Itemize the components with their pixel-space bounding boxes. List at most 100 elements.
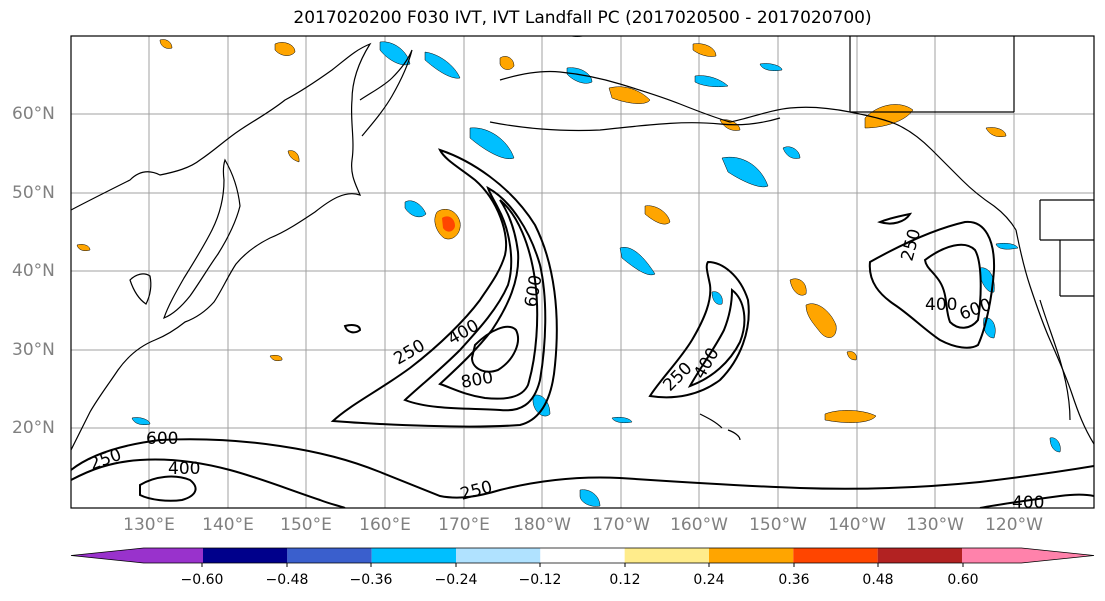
contour-400-east <box>923 243 982 329</box>
colorbar <box>70 547 1095 564</box>
coastlines <box>71 36 1094 451</box>
lon-label-160e: 160°E <box>359 515 411 535</box>
colorbar-tick-label: 0.60 <box>947 572 979 588</box>
patch-positive <box>499 56 515 70</box>
contour-label: 400 <box>168 459 200 479</box>
lat-label-20n: 20°N <box>12 418 55 438</box>
alaska-coast <box>499 70 1017 231</box>
colorbar-tick-label: 0.12 <box>609 572 641 588</box>
contour-closed-small <box>343 324 362 334</box>
patch-negative <box>469 127 515 160</box>
patch-positive <box>805 303 837 338</box>
patch-positive <box>864 104 914 129</box>
patch-negative <box>619 247 656 276</box>
contour-closed-small-2 <box>877 212 913 225</box>
contour-label: 400 <box>1012 493 1044 513</box>
patch-negative <box>721 156 769 188</box>
patch-negative <box>711 291 723 305</box>
lat-label-40n: 40°N <box>12 261 55 281</box>
patch-negative <box>424 51 461 79</box>
patch-positive <box>985 127 1007 137</box>
patch-negative <box>1049 437 1061 453</box>
patch-positive <box>846 351 857 361</box>
contour-label: 600 <box>146 429 178 449</box>
japan-coast <box>163 158 241 320</box>
lon-label-140w: 140°W <box>828 515 886 535</box>
colorbar-segment <box>624 548 709 563</box>
patch-negative <box>579 489 601 507</box>
pc-patches <box>76 36 1061 507</box>
contour-400-mid <box>687 287 746 388</box>
patch-positive <box>692 43 717 57</box>
patch-positive-core <box>442 216 455 232</box>
korea-coast <box>129 273 152 305</box>
map-background <box>71 36 1094 508</box>
patch-negative <box>566 67 593 84</box>
colorbar-segment <box>877 548 962 563</box>
colorbar-outline <box>70 547 1095 564</box>
patch-positive <box>269 354 283 362</box>
colorbar-tick-label: −0.12 <box>518 572 562 588</box>
lat-label-60n: 60°N <box>12 104 55 124</box>
colorbar-segment <box>71 548 203 563</box>
colorbar-tick-label: −0.48 <box>265 572 309 588</box>
lon-label-170w: 170°W <box>592 515 650 535</box>
colorbar-segment <box>540 548 625 563</box>
contour-400-south <box>71 458 346 508</box>
baja-coast <box>1039 299 1071 421</box>
colorbar-tick-label: 0.36 <box>778 572 810 588</box>
patch-positive <box>824 410 877 423</box>
patch-negative <box>995 242 1019 250</box>
patch-negative <box>694 75 729 88</box>
patch-positive <box>287 150 300 163</box>
colorbar-tick-label: −0.60 <box>180 572 224 588</box>
contour-800-west <box>470 325 519 373</box>
lon-label-130w: 130°W <box>906 515 964 535</box>
patch-negative <box>404 200 427 218</box>
lon-label-150w: 150°W <box>749 515 807 535</box>
patch-positive <box>789 278 807 296</box>
lon-label-150e: 150°E <box>280 515 332 535</box>
contour-250-south <box>71 438 1094 499</box>
hawaii-islands <box>699 413 741 441</box>
patch-negative <box>532 394 551 417</box>
lon-label-180w: 180°W <box>513 515 571 535</box>
colorbar-tick-label: −0.36 <box>349 572 393 588</box>
patch-positive <box>159 39 173 49</box>
patch-negative <box>759 63 783 71</box>
colorbar-ticks <box>201 563 964 567</box>
colorbar-segment <box>287 548 372 563</box>
map-title: 2017020200 F030 IVT, IVT Landfall PC (20… <box>293 8 872 28</box>
contour-label: 400 <box>925 295 957 315</box>
contour-600-south <box>139 475 197 502</box>
contour-250-mid <box>648 260 750 399</box>
patch-negative <box>611 416 633 424</box>
colorbar-tick-label: 0.48 <box>862 572 894 588</box>
colorbar-segment <box>203 548 288 563</box>
north-america-coast <box>1015 229 1094 445</box>
lon-label-130e: 130°E <box>123 515 175 535</box>
us-states <box>1039 199 1094 297</box>
patch-positive <box>274 42 296 56</box>
colorbar-segment <box>456 548 541 563</box>
ivt-contours <box>71 148 1094 508</box>
lon-label-170e: 170°E <box>438 515 490 535</box>
patch-negative <box>782 146 801 159</box>
lon-label-120w: 120°W <box>985 515 1043 535</box>
gridlines <box>71 36 1094 508</box>
colorbar-segment <box>962 548 1094 563</box>
lon-label-160w: 160°W <box>670 515 728 535</box>
asia-coast <box>71 42 372 451</box>
contour-600-west <box>438 199 539 400</box>
map-frame <box>70 35 1095 509</box>
colorbar-segment <box>793 548 878 563</box>
patch-negative <box>131 417 151 425</box>
lon-label-140e: 140°E <box>202 515 254 535</box>
colorbar-tick-label: −0.24 <box>434 572 478 588</box>
contour-250-west <box>330 148 558 428</box>
contour-250-east <box>868 220 996 349</box>
patch-positive <box>644 205 671 225</box>
contour-400-west <box>403 185 547 412</box>
aleutian-chain <box>489 117 781 132</box>
